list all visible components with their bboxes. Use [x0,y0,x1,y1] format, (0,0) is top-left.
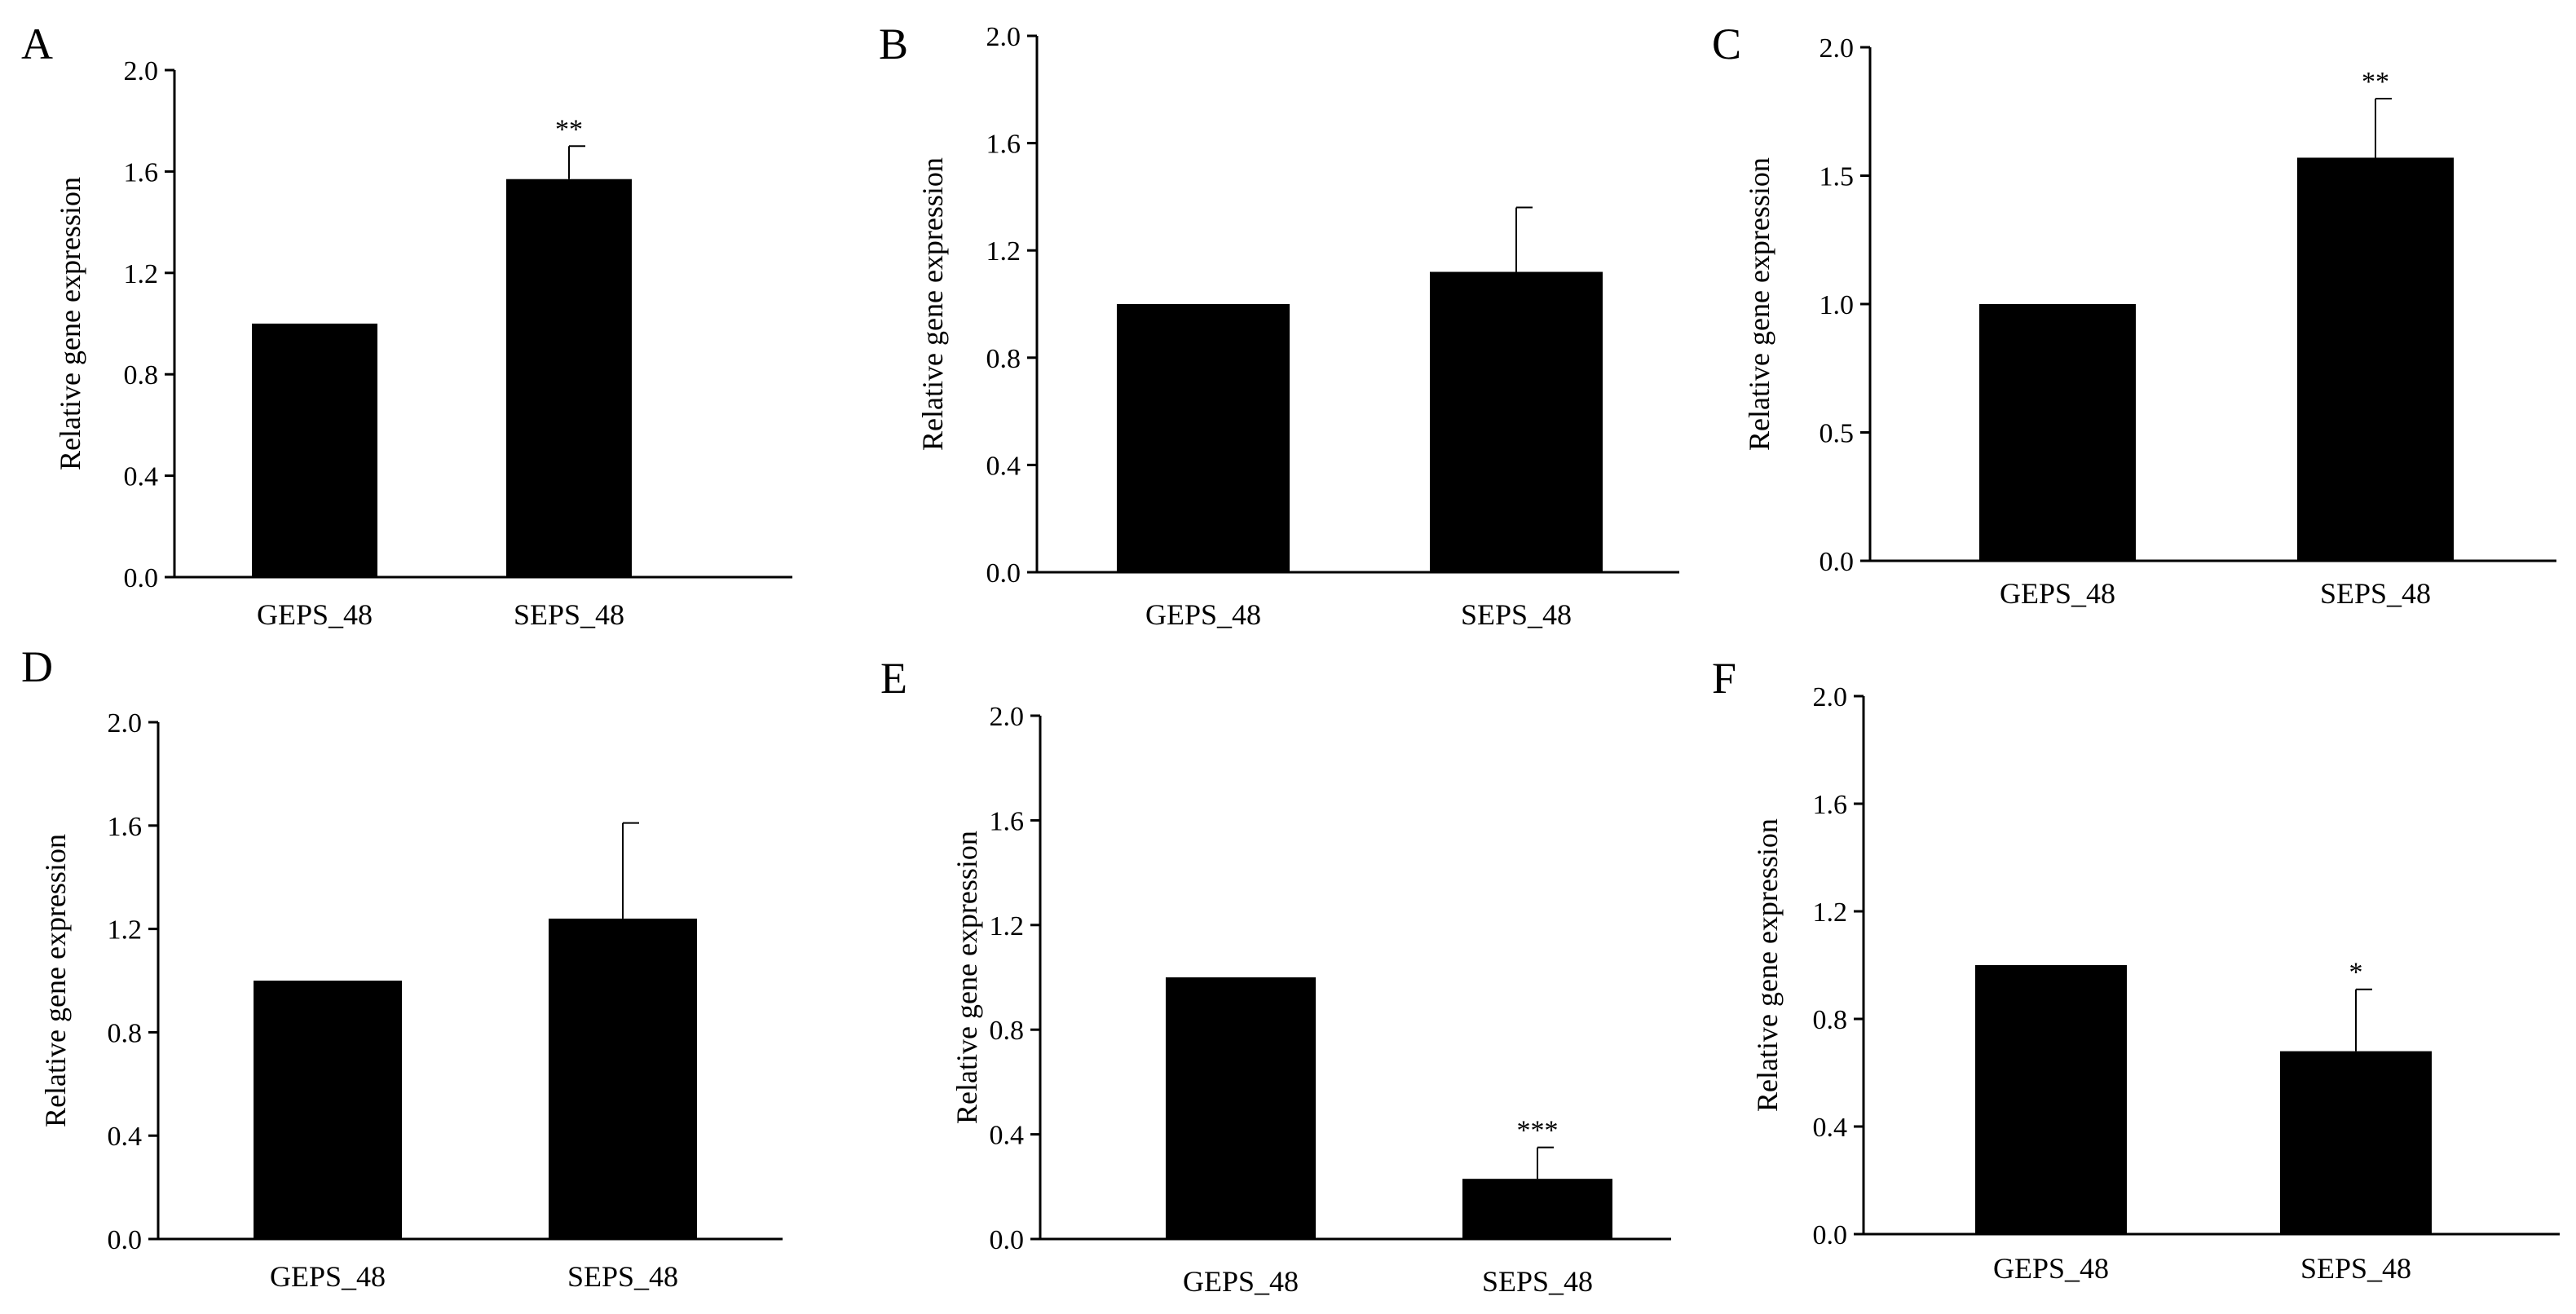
y-tick-label: 2.0 [986,22,1021,52]
x-category-label: GEPS_48 [1993,1252,2109,1285]
y-tick-label: 0.8 [986,344,1021,374]
y-tick-label: 0.8 [108,1018,143,1048]
bar-seps-48 [549,918,697,1239]
bar-geps-48 [254,981,402,1239]
y-tick-label: 2.0 [1813,682,1848,712]
bar-geps-48 [1975,965,2127,1234]
y-tick-label: 2.0 [990,702,1025,732]
y-axis-title: Relative gene expression [1751,818,1784,1112]
chart-panel-a: A 0.0 0.4 0.8 1.2 1.6 2.0 Relative gene express… [21,20,792,631]
panel-label: E [880,654,907,703]
panel-label: D [21,642,53,691]
y-tick-label: 0.8 [1813,1005,1848,1035]
y-tick-label: 0.5 [1820,419,1855,449]
y-tick-label: 1.5 [1820,162,1855,192]
y-tick-label: 1.2 [986,236,1021,267]
x-category-label: SEPS_48 [514,598,624,631]
y-axis-title: Relative gene expression [54,177,86,470]
y-tick-label: 0.4 [990,1121,1025,1151]
y-tick-label: 0.0 [986,558,1021,589]
y-tick-label: 2.0 [108,708,143,739]
bar-geps-48 [252,324,377,577]
x-category-label: GEPS_48 [257,598,373,631]
bar-geps-48 [1117,304,1290,572]
panel-label: A [21,20,53,68]
y-tick-label: 0.0 [1820,547,1855,577]
y-tick-label: 0.0 [108,1225,143,1255]
y-tick-label: 1.2 [990,911,1025,941]
y-tick-label: 0.8 [990,1016,1025,1046]
y-tick-label: 1.2 [108,915,143,946]
bar-geps-48 [1979,304,2136,561]
y-tick-label: 0.4 [108,1122,143,1152]
y-tick-label: 0.4 [1813,1113,1848,1143]
panel-label: F [1712,654,1736,703]
panel-label: C [1712,20,1741,68]
significance-marker: * [2349,958,2363,988]
y-axis-title: Relative gene expression [39,834,72,1127]
chart-panel-b: B 0.0 0.4 0.8 1.2 1.6 2.0 Relative gene express… [879,20,1679,631]
y-tick-label: 0.8 [124,360,159,390]
bar-seps-48 [2280,1051,2432,1234]
chart-panel-c: C 0.0 0.5 1.0 1.5 2.0 Relative gene expression… [1712,20,2556,610]
bar-seps-48 [506,179,632,578]
x-category-label: GEPS_48 [1183,1265,1299,1298]
bar-seps-48 [1462,1179,1612,1239]
y-tick-label: 1.2 [124,259,159,289]
y-tick-label: 0.4 [124,462,159,492]
y-tick-label: 1.6 [986,130,1021,160]
x-category-label: GEPS_48 [270,1260,386,1293]
x-category-label: SEPS_48 [1482,1265,1593,1298]
y-tick-label: 1.0 [1820,290,1855,320]
x-category-label: SEPS_48 [2300,1252,2411,1285]
y-axis-title: Relative gene expression [951,831,983,1124]
y-tick-label: 0.0 [990,1225,1025,1255]
significance-marker: ** [2362,67,2389,97]
y-tick-label: 1.6 [124,157,159,187]
y-axis-title: Relative gene expression [916,157,949,451]
bar-seps-48 [2297,157,2454,561]
chart-panel-e: E 0.0 0.4 0.8 1.2 1.6 2.0 Relative gene express… [880,654,1671,1298]
x-category-label: SEPS_48 [1461,598,1572,631]
y-tick-label: 1.6 [108,812,143,842]
bar-seps-48 [1430,271,1603,572]
chart-panel-f: F 0.0 0.4 0.8 1.2 1.6 2.0 Relative gene express… [1712,654,2560,1285]
significance-marker: ** [555,114,583,144]
y-tick-label: 2.0 [124,56,159,86]
y-tick-label: 0.4 [986,451,1021,481]
y-tick-label: 1.6 [1813,790,1848,820]
x-category-label: GEPS_48 [1145,598,1261,631]
y-tick-label: 1.2 [1813,897,1848,928]
y-tick-label: 2.0 [1820,33,1855,64]
x-category-label: SEPS_48 [567,1260,678,1293]
y-axis-title: Relative gene expression [1743,157,1775,451]
y-tick-label: 0.0 [124,563,159,593]
x-category-label: SEPS_48 [2320,577,2431,610]
y-tick-label: 0.0 [1813,1220,1848,1250]
significance-marker: *** [1517,1116,1559,1146]
y-tick-label: 1.6 [990,806,1025,836]
x-category-label: GEPS_48 [2000,577,2115,610]
bar-geps-48 [1166,977,1316,1239]
chart-panel-d: D 0.0 0.4 0.8 1.2 1.6 2.0 Relative gene express… [21,642,783,1293]
panel-label: B [879,20,908,68]
